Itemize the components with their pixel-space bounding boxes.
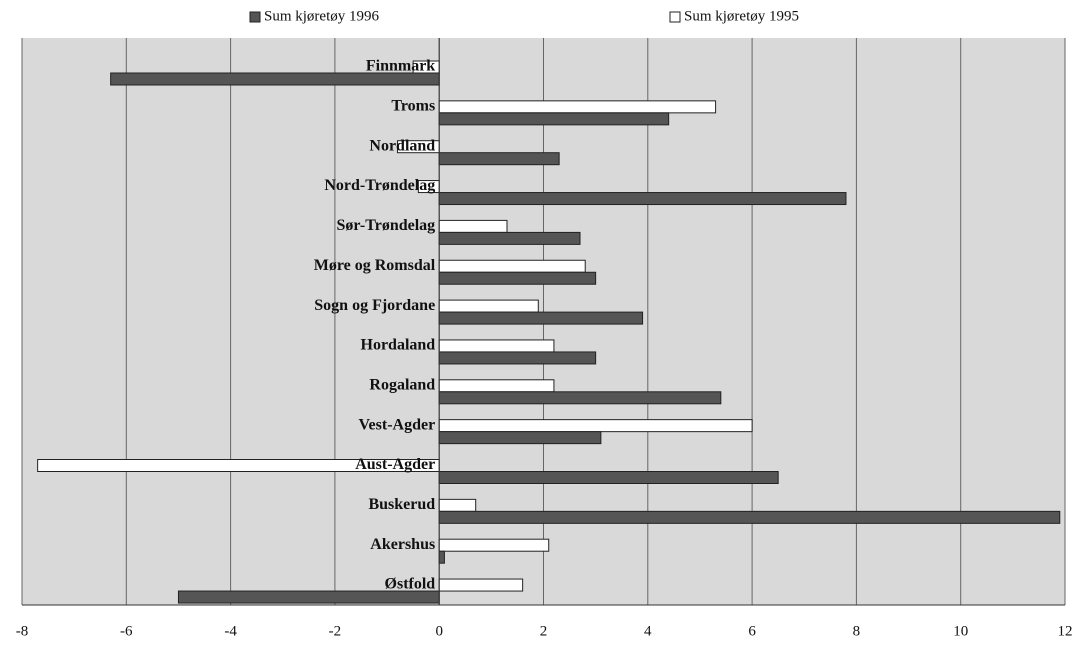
bar xyxy=(438,391,722,405)
x-tick-label: 12 xyxy=(1058,623,1073,639)
y-tick-label: Sogn og Fjordane xyxy=(314,297,435,314)
y-tick-label: Aust-Agder xyxy=(355,456,435,473)
x-tick-label: 4 xyxy=(644,623,652,639)
y-tick-label: Akershus xyxy=(370,536,435,553)
y-tick-label: Østfold xyxy=(385,576,436,593)
bar xyxy=(438,339,555,353)
bar xyxy=(438,471,779,484)
y-tick-label: Møre og Romsdal xyxy=(314,257,436,274)
y-tick-label: Rogaland xyxy=(369,376,435,393)
bar xyxy=(438,351,597,365)
legend-swatch xyxy=(669,11,681,23)
x-tick-label: -8 xyxy=(16,623,29,639)
bar xyxy=(438,112,670,126)
bar xyxy=(438,259,586,273)
bar xyxy=(438,550,445,564)
bar xyxy=(438,510,1061,524)
y-tick-label: Buskerud xyxy=(368,496,435,513)
x-tick-label: 10 xyxy=(953,623,968,639)
y-tick-label: Finnmark xyxy=(366,58,435,75)
x-tick-label: -2 xyxy=(329,623,342,639)
bar xyxy=(438,231,581,245)
bar xyxy=(438,299,539,313)
bar xyxy=(177,590,440,604)
y-tick-label: Troms xyxy=(391,98,435,115)
y-tick-label: Nord-Trøndelag xyxy=(324,177,435,194)
x-tick-label: 2 xyxy=(540,623,548,639)
bar xyxy=(438,538,550,552)
x-tick-label: -4 xyxy=(224,623,237,639)
bar xyxy=(438,578,524,592)
bar xyxy=(438,271,597,285)
bar xyxy=(438,192,847,206)
legend-label: Sum kjøretøy 1996 xyxy=(264,8,379,24)
bar xyxy=(438,219,508,233)
bar xyxy=(438,379,555,393)
bar xyxy=(438,498,477,512)
x-tick-label: -6 xyxy=(120,623,133,639)
y-tick-label: Sør-Trøndelag xyxy=(337,217,436,234)
bar xyxy=(438,100,717,114)
bar xyxy=(110,72,440,86)
bar xyxy=(438,419,753,433)
x-tick-label: 8 xyxy=(853,623,861,639)
legend-label: Sum kjøretøy 1995 xyxy=(684,8,799,24)
y-tick-label: Nordland xyxy=(369,137,435,154)
bar xyxy=(438,431,602,445)
x-tick-label: 6 xyxy=(748,623,756,639)
y-tick-label: Vest-Agder xyxy=(358,416,435,433)
legend-swatch xyxy=(249,11,261,23)
bar xyxy=(438,152,560,166)
bar xyxy=(438,311,644,325)
x-tick-label: 0 xyxy=(435,623,443,639)
y-tick-label: Hordaland xyxy=(361,337,436,354)
